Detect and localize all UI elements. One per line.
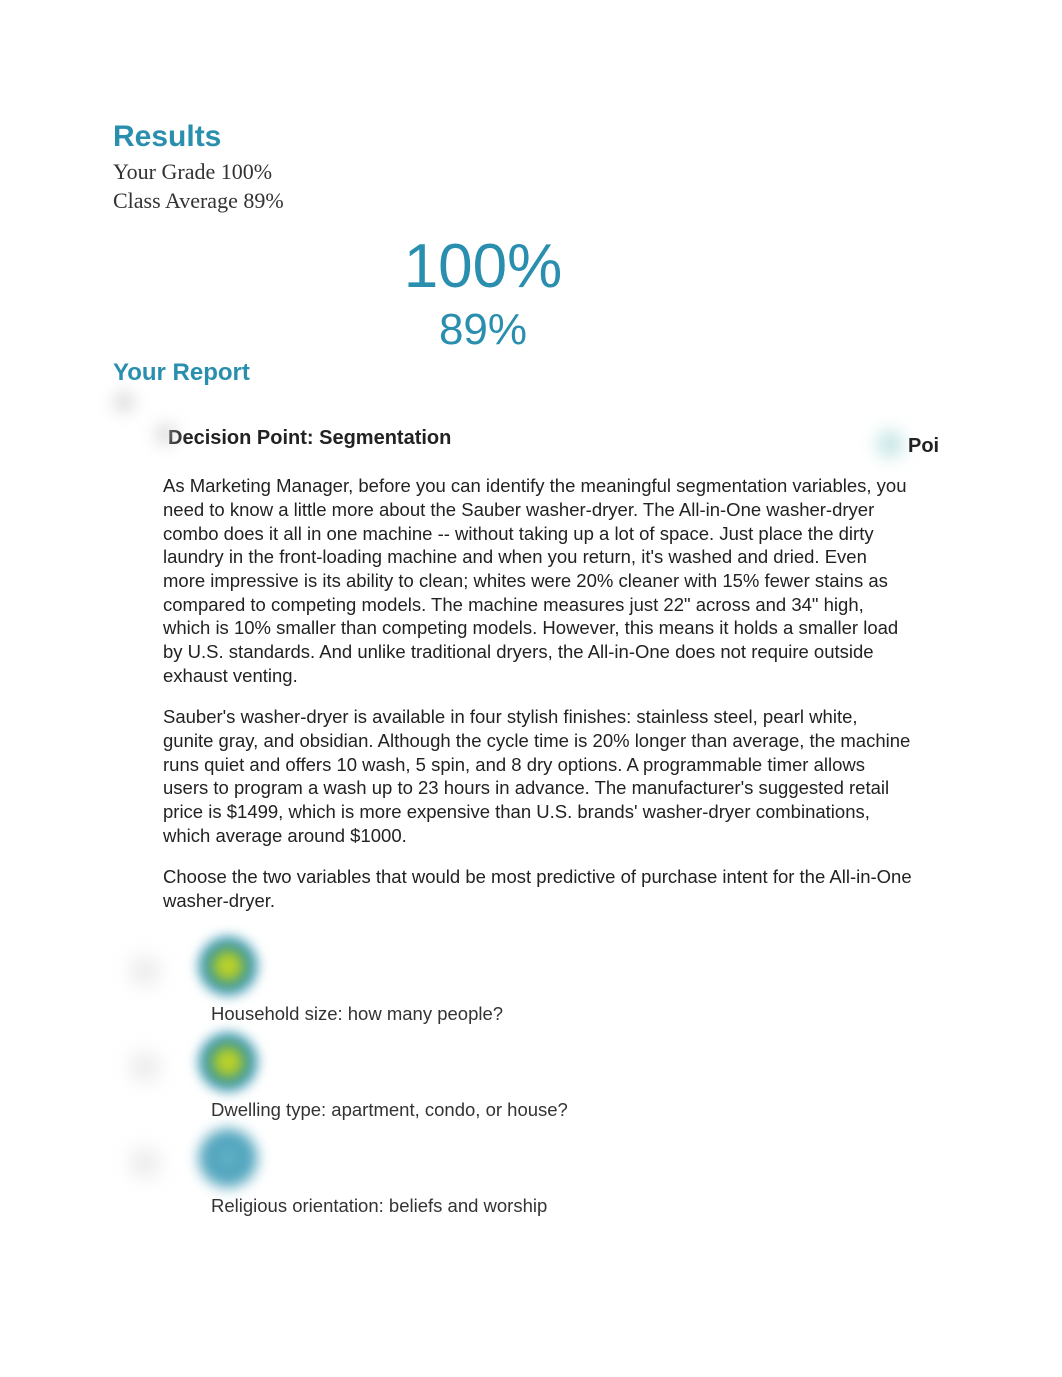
option-text: Household size: how many people? <box>211 1003 953 1025</box>
report-body: As Marketing Manager, before you can ide… <box>113 450 913 912</box>
blur-decoration <box>131 957 159 985</box>
answer-indicator-icon <box>199 1033 257 1091</box>
option-item: Religious orientation: beliefs and worsh… <box>163 1129 953 1225</box>
option-item: Dwelling type: apartment, condo, or hous… <box>163 1033 953 1129</box>
blur-decoration <box>131 1149 159 1177</box>
report-paragraph: Choose the two variables that would be m… <box>163 865 913 912</box>
page-container: Results Your Grade 100% Class Average 89… <box>0 0 1062 1225</box>
decision-point-header: Decision Point: Segmentation Points 5 ou… <box>113 399 953 450</box>
report-paragraph: Sauber's washer-dryer is available in fo… <box>163 705 913 847</box>
big-score-class-avg: 89% <box>113 305 853 355</box>
your-report-title: Your Report <box>113 359 1062 387</box>
big-scores-block: 100% 89% <box>113 233 853 355</box>
blur-decoration <box>131 1053 159 1081</box>
points-label: Points 5 out of 5 <box>908 435 1062 458</box>
results-title: Results <box>113 120 1062 154</box>
big-score-your-grade: 100% <box>113 233 853 301</box>
report-box: Decision Point: Segmentation Points 5 ou… <box>113 399 953 1224</box>
option-item: Household size: how many people? <box>163 937 953 1033</box>
decision-point-title: Decision Point: Segmentation <box>168 427 451 450</box>
answer-indicator-icon <box>199 937 257 995</box>
option-text: Religious orientation: beliefs and worsh… <box>211 1195 953 1217</box>
report-paragraph: As Marketing Manager, before you can ide… <box>163 474 913 687</box>
option-text: Dwelling type: apartment, condo, or hous… <box>211 1099 953 1121</box>
options-list: Household size: how many people? Dwellin… <box>113 931 953 1225</box>
answer-indicator-icon <box>199 1129 257 1187</box>
class-average-line: Class Average 89% <box>113 187 1062 216</box>
your-grade-line: Your Grade 100% <box>113 158 1062 187</box>
